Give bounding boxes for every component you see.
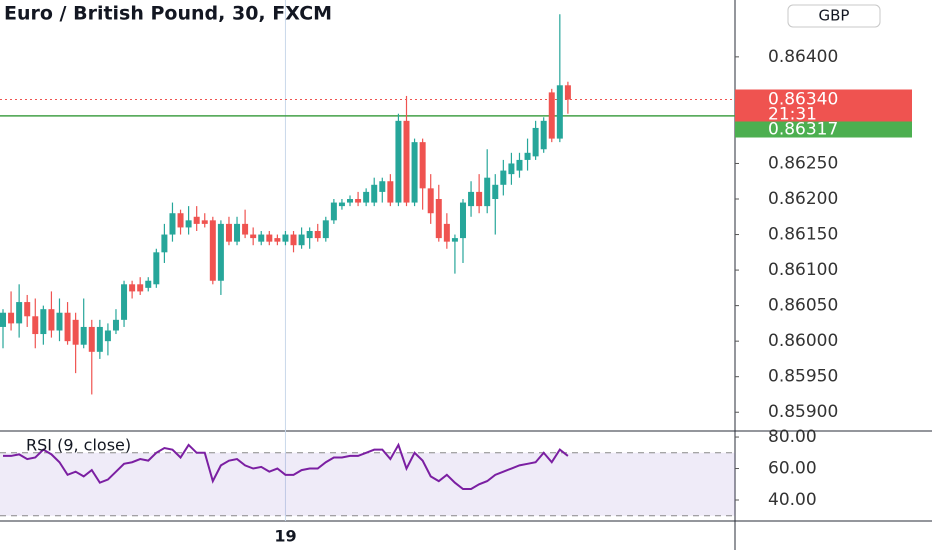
rsi-line xyxy=(3,442,569,490)
candle-body xyxy=(476,191,483,207)
candle-body xyxy=(484,177,491,207)
candle-body xyxy=(161,234,168,253)
candle-body xyxy=(88,326,95,352)
candle-body xyxy=(16,302,23,324)
candle-body xyxy=(250,234,257,239)
x-tick-label: 19 xyxy=(274,527,296,546)
candle-body xyxy=(443,223,450,242)
rsi-band-fill xyxy=(0,452,735,516)
candle-body xyxy=(298,234,305,246)
y-tick-label: 0.86000 xyxy=(768,331,838,351)
last-price-label: 0.86340 xyxy=(768,90,838,110)
candle-body xyxy=(387,181,394,203)
candle-body xyxy=(209,220,216,281)
candle-body xyxy=(242,223,249,235)
candle-body xyxy=(104,330,111,342)
candle-body xyxy=(48,309,55,331)
candle-body xyxy=(355,199,362,203)
currency-label[interactable]: GBP xyxy=(819,7,850,25)
candle-body xyxy=(516,159,523,171)
candle-body xyxy=(500,170,507,185)
candle-body xyxy=(56,312,63,331)
chart-title: Euro / British Pound, 30, FXCM xyxy=(4,3,332,25)
rsi-tick-label: 60.00 xyxy=(768,459,817,479)
candle-body xyxy=(32,316,39,335)
candle-body xyxy=(24,302,31,317)
candle-body xyxy=(435,199,442,239)
candle-body xyxy=(419,142,426,189)
candle-body xyxy=(459,202,466,239)
y-tick-label: 0.86400 xyxy=(768,47,838,67)
last-price-box xyxy=(735,89,912,122)
candle-body xyxy=(371,184,378,203)
candle-body xyxy=(564,85,571,100)
candle-body xyxy=(330,202,337,221)
candle-body xyxy=(395,120,402,203)
candle-body xyxy=(548,92,555,139)
y-tick-label: 0.86250 xyxy=(768,153,838,173)
candle-body xyxy=(274,238,281,242)
y-tick-label: 0.86150 xyxy=(768,225,838,245)
plot-area xyxy=(0,0,735,521)
candle-body xyxy=(403,120,410,203)
indicator-title: RSI (9, close) xyxy=(26,436,131,455)
candle-body xyxy=(322,220,329,239)
candle-body xyxy=(129,284,136,292)
candle-body xyxy=(137,284,144,292)
candle-body xyxy=(363,191,370,203)
candle-body xyxy=(379,181,386,192)
candle-body xyxy=(314,230,321,239)
candle-body xyxy=(145,280,152,288)
countdown-label: 21:31 xyxy=(768,105,817,125)
candle-body xyxy=(80,326,87,345)
candle-body xyxy=(185,220,192,228)
candle-body xyxy=(556,85,563,139)
candle-body xyxy=(347,199,354,203)
candle-body xyxy=(427,188,434,214)
candle-body xyxy=(451,238,458,242)
rsi-tick-label: 40.00 xyxy=(768,490,817,510)
candle-body xyxy=(0,312,6,327)
candle-body xyxy=(540,120,547,150)
candle-body xyxy=(234,223,241,242)
y-tick-label: 0.86050 xyxy=(768,296,838,316)
currency-button[interactable] xyxy=(787,4,881,28)
candle-body xyxy=(96,326,103,352)
candle-body xyxy=(201,220,208,224)
candle-body xyxy=(8,312,15,324)
y-tick-label: 0.85900 xyxy=(768,402,838,422)
candle-body xyxy=(266,234,273,242)
candle-body xyxy=(169,213,176,235)
candle-body xyxy=(532,127,539,157)
candle-body xyxy=(468,191,475,207)
candle-body xyxy=(177,213,184,228)
candle-body xyxy=(112,319,119,331)
candle-body xyxy=(524,152,531,160)
price-line-label: 0.86317 xyxy=(768,120,838,140)
candle-body xyxy=(40,309,47,335)
candle-body xyxy=(225,223,232,242)
candle-body xyxy=(290,234,297,246)
price-line-box xyxy=(735,121,912,138)
candle-body xyxy=(72,319,79,345)
candle-body xyxy=(64,312,71,342)
candle-body xyxy=(282,234,289,242)
y-tick-label: 0.85950 xyxy=(768,367,838,387)
candle-body xyxy=(121,284,128,320)
rsi-tick-label: 80.00 xyxy=(768,427,817,447)
candle-body xyxy=(411,142,418,203)
candle-body xyxy=(338,202,345,207)
candle-body xyxy=(258,234,265,242)
candle-body xyxy=(306,230,313,239)
candle-body xyxy=(153,252,160,285)
candle-body xyxy=(193,216,200,224)
candle-body xyxy=(217,223,224,281)
y-tick-label: 0.86100 xyxy=(768,260,838,280)
candle-body xyxy=(492,184,499,200)
y-tick-label: 0.86200 xyxy=(768,189,838,209)
candle-body xyxy=(508,163,515,175)
